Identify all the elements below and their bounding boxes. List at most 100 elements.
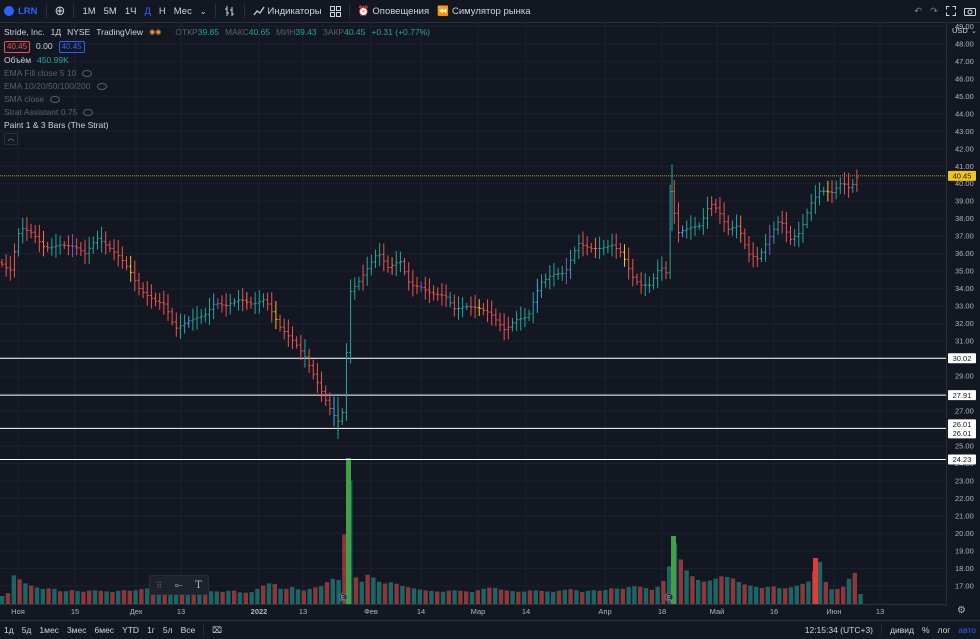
volume-bar <box>203 592 208 604</box>
volume-bar <box>701 581 707 604</box>
auto-scale-toggle[interactable]: авто <box>958 625 976 635</box>
snapshot-button[interactable] <box>960 0 980 22</box>
eye-hidden-icon[interactable] <box>50 96 61 103</box>
range-all[interactable]: Все <box>180 625 196 635</box>
volume-bar <box>116 590 121 604</box>
volume-bar <box>464 591 469 604</box>
range-1m[interactable]: 1мес <box>39 625 59 635</box>
range-ytd[interactable]: YTD <box>122 625 140 635</box>
volume-bar <box>150 588 156 604</box>
top-toolbar: LRN ⊕ 1M 5M 1Ч Д Н Мес ⌄ Индикаторы ⏰ Оп… <box>0 0 980 23</box>
indicator-row-ema[interactable]: EMA 10/20/50/100/200 <box>4 80 430 93</box>
indicator-row-ema-fill[interactable]: EMA Fill close 5 10 <box>4 67 430 80</box>
text-tool-icon[interactable]: T <box>195 579 202 591</box>
price-tick-label: 40.00 <box>955 179 974 188</box>
volume-bar <box>11 575 16 604</box>
volume-bar <box>475 590 480 604</box>
price-tick-label: 32.00 <box>955 319 974 328</box>
horizontal-line-tool-icon[interactable]: ⟜ <box>174 579 183 591</box>
indicator-label: SMA close <box>4 94 45 104</box>
interval-1h[interactable]: 1Ч <box>124 5 137 17</box>
time-tick-label: 15 <box>71 607 79 616</box>
percent-scale-toggle[interactable]: % <box>921 625 930 635</box>
currency-label[interactable]: USD <box>952 26 968 35</box>
indicator-row-sma[interactable]: SMA close <box>4 93 430 106</box>
time-tick-label: 16 <box>770 607 778 616</box>
price-tick-label: 19.00 <box>955 546 974 555</box>
symbol-info-row: Stride, Inc. 1Д NYSE TradingView ◉◉ ОТКР… <box>4 26 430 39</box>
interval-1w[interactable]: Н <box>158 5 166 17</box>
eye-hidden-icon[interactable] <box>82 70 93 77</box>
volume-bar <box>510 591 515 604</box>
volume-bar <box>168 591 173 604</box>
range-5d[interactable]: 5д <box>21 625 32 635</box>
price-tick-label: 29.00 <box>955 372 974 381</box>
undo-button[interactable]: ↶ <box>914 5 923 17</box>
add-symbol-button[interactable]: ⊕ <box>54 3 66 18</box>
time-tick-label: 13 <box>299 607 307 616</box>
volume-bar <box>346 458 351 604</box>
volume-bar <box>162 591 167 604</box>
indicator-row-strat-assistant[interactable]: Strat Assistant 0.75 <box>4 106 430 119</box>
volume-bar <box>713 578 718 604</box>
volume-bar <box>249 592 254 604</box>
volume-bar <box>98 590 103 604</box>
interval-1mo[interactable]: Мес <box>173 5 192 17</box>
bid-badge[interactable]: 40.45 <box>4 40 31 53</box>
range-6m[interactable]: 6мес <box>94 625 115 635</box>
ask-badge[interactable]: 40.45 <box>58 40 85 53</box>
volume-bar <box>69 590 74 604</box>
drag-handle-icon[interactable]: ⠿ <box>156 580 163 590</box>
go-to-date-calendar-icon[interactable]: ⌧ <box>203 624 226 636</box>
volume-bar <box>632 586 637 604</box>
volume-bar <box>614 588 620 604</box>
currency-chevron-icon[interactable]: ⌄ <box>971 28 977 35</box>
range-1d[interactable]: 1д <box>4 625 14 635</box>
volume-bar <box>493 587 498 604</box>
collapse-legend-chevron-up-icon[interactable]: ︿ <box>4 132 18 145</box>
interval-1m[interactable]: 1M <box>82 5 96 17</box>
symbol-search[interactable]: LRN <box>0 0 42 22</box>
interval-dropdown-chevron-icon[interactable]: ⌄ <box>199 6 207 16</box>
price-axis[interactable]: USD ⌄ 49.00 48.00 47.00 46.00 45.00 44.00 43.0… <box>946 22 980 606</box>
interval-5m[interactable]: 5M <box>103 5 117 17</box>
eye-hidden-icon[interactable] <box>96 83 107 90</box>
volume-bar <box>452 590 457 604</box>
indicators-button[interactable]: Индикаторы <box>249 0 326 22</box>
indicator-row-paint-bars[interactable]: Paint 1 & 3 Bars (The Strat) <box>4 119 430 132</box>
price-line-label: 40.45 <box>953 172 972 181</box>
bar-style-button[interactable] <box>220 0 240 22</box>
price-tick-label: 49.00 <box>955 22 974 31</box>
time-tick-label: 13 <box>876 607 884 616</box>
open-value: 39.85 <box>197 27 219 37</box>
price-tick-label: 33.00 <box>955 302 974 311</box>
time-axis[interactable]: Ноя 15 Дек 13 2022 13 Фев 14 Мар 14 Апр 18 Май 16 Июн 1… <box>0 604 946 619</box>
layout-button[interactable] <box>326 0 345 22</box>
fullscreen-button[interactable] <box>942 0 960 22</box>
volume-bar <box>185 591 190 604</box>
clock-time[interactable]: 12:15:34 (UTC+3) <box>804 625 874 635</box>
volume-bar <box>92 590 98 604</box>
volume-bar <box>127 590 132 604</box>
range-3m[interactable]: 3мес <box>66 625 87 635</box>
volume-bar <box>342 534 347 604</box>
range-1y[interactable]: 1г <box>147 625 155 635</box>
volume-bar <box>667 566 672 604</box>
redo-button[interactable]: ↷ <box>930 5 938 17</box>
alerts-button[interactable]: ⏰ Оповещения <box>354 0 434 22</box>
interval-1d[interactable]: Д <box>144 5 151 17</box>
symbol-logo-icon <box>4 6 14 16</box>
settings-gear-icon[interactable]: ⚙ <box>957 605 966 616</box>
range-5y[interactable]: 5л <box>162 625 173 635</box>
volume-bar <box>591 590 596 604</box>
replay-button[interactable]: ⏪ Симулятор рынка <box>433 0 534 22</box>
dividend-adjust-toggle[interactable]: дивид <box>881 625 918 635</box>
volume-bar <box>52 588 57 604</box>
company-name[interactable]: Stride, Inc. <box>4 27 45 37</box>
log-scale-toggle[interactable]: лог <box>937 625 951 635</box>
volume-bar <box>139 589 144 604</box>
eye-hidden-icon[interactable] <box>83 109 94 116</box>
volume-bar <box>638 586 643 604</box>
volume-bar <box>580 592 585 604</box>
